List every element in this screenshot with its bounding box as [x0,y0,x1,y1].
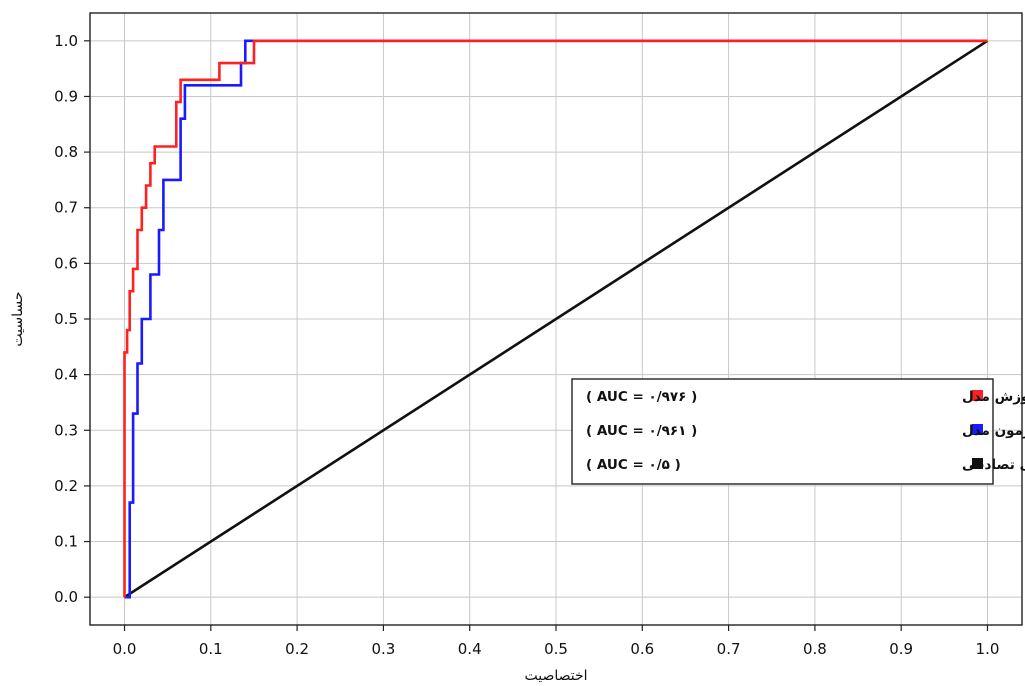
y-tick-label: 0.8 [54,143,78,161]
series-line-1 [124,39,988,599]
x-tick-label: 0.1 [199,640,223,658]
y-tick-label: 0.1 [54,533,78,551]
legend-swatch [972,458,983,469]
legend-series-name: داده های آموزش مدل [962,388,1025,405]
legend-series-name: داده های آزمون مدل [962,422,1025,439]
y-tick-label: 1.0 [54,32,78,50]
x-tick-label: 1.0 [976,640,1000,658]
legend: داده های آموزش مدل ( AUC = ۰/۹۷۶ ) داده ها… [571,378,1025,485]
y-tick-label: 0.9 [54,87,78,105]
axis-ticks: 0.0 0.1 0.2 0.3 0.4 0.5 0.6 0.7 0.8 0.9 1.0 0.0 0.1 0… [54,32,999,658]
y-tick-label: 0.6 [54,254,78,272]
series-line-0 [123,39,988,598]
y-tick-label: 0.4 [54,366,78,384]
y-axis-label: حساسیت [10,291,26,346]
x-tick-label: 0.9 [889,640,913,658]
y-tick-label: 0.7 [54,199,78,217]
legend-auc-label: ( AUC = ۰/۹۷۶ ) [586,389,697,405]
y-tick-label: 0.0 [54,588,78,606]
x-tick-label: 0.0 [113,640,137,658]
legend-box [571,378,994,485]
x-axis-label: اختصاصیت [524,668,587,684]
legend-auc-label: ( AUC = ۰/۵ ) [586,457,681,473]
x-tick-label: 0.6 [630,640,654,658]
y-tick-label: 0.5 [54,310,78,328]
x-tick-label: 0.8 [803,640,827,658]
y-tick-label: 0.2 [54,477,78,495]
series-line-2 [123,39,989,599]
x-tick-label: 0.3 [371,640,395,658]
legend-swatch [972,424,983,435]
legend-series-name: پیش بینی تصادفی [962,457,1025,473]
x-tick-label: 0.7 [717,640,741,658]
x-tick-label: 0.5 [544,640,568,658]
x-tick-label: 0.2 [285,640,309,658]
series-layer [123,39,989,599]
legend-swatch [972,390,983,401]
legend-auc-label: ( AUC = ۰/۹۶۱ ) [586,423,697,439]
y-tick-label: 0.3 [54,421,78,439]
x-tick-label: 0.4 [458,640,482,658]
